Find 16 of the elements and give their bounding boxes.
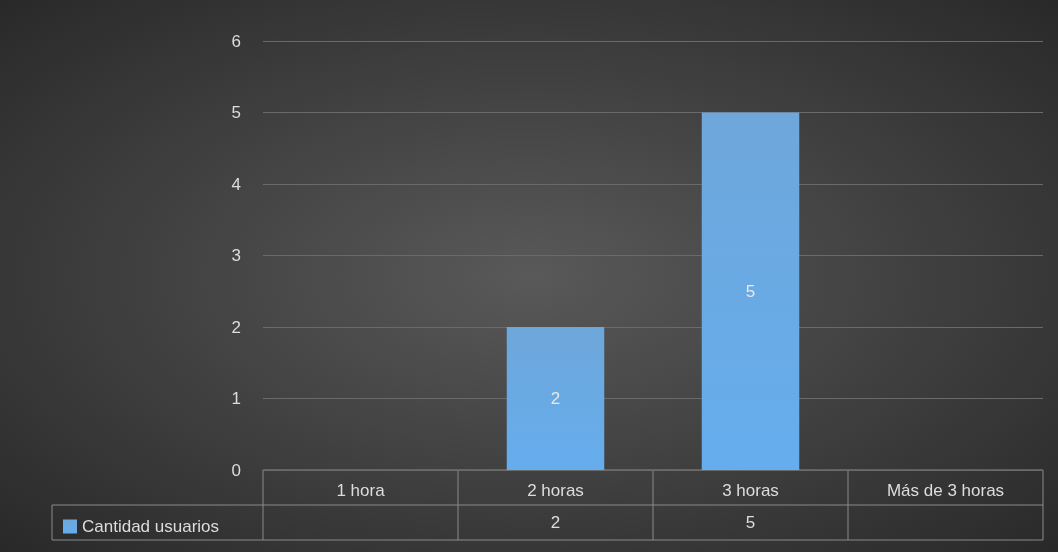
legend-label: Cantidad usuarios [82, 517, 220, 536]
data-label: 5 [745, 513, 756, 532]
y-tick-label: 4 [231, 174, 241, 194]
y-tick-label: 5 [231, 103, 241, 122]
x-tick-label: 3 horas [722, 481, 779, 500]
annotation: 2 [550, 389, 561, 408]
x-tick-label: 1 hora [336, 481, 386, 500]
y-tick-label: 0 [231, 460, 241, 480]
y-tick-label: 6 [231, 31, 241, 51]
annotation: 5 [745, 281, 756, 301]
data-label: 2 [550, 513, 561, 532]
y-tick-label: 2 [231, 317, 241, 337]
x-tick-label: Más de 3 horas [886, 481, 1005, 500]
y-tick-label: 1 [231, 389, 241, 408]
y-tick-label: 3 [231, 246, 241, 265]
x-tick-label: 2 horas [527, 481, 584, 500]
